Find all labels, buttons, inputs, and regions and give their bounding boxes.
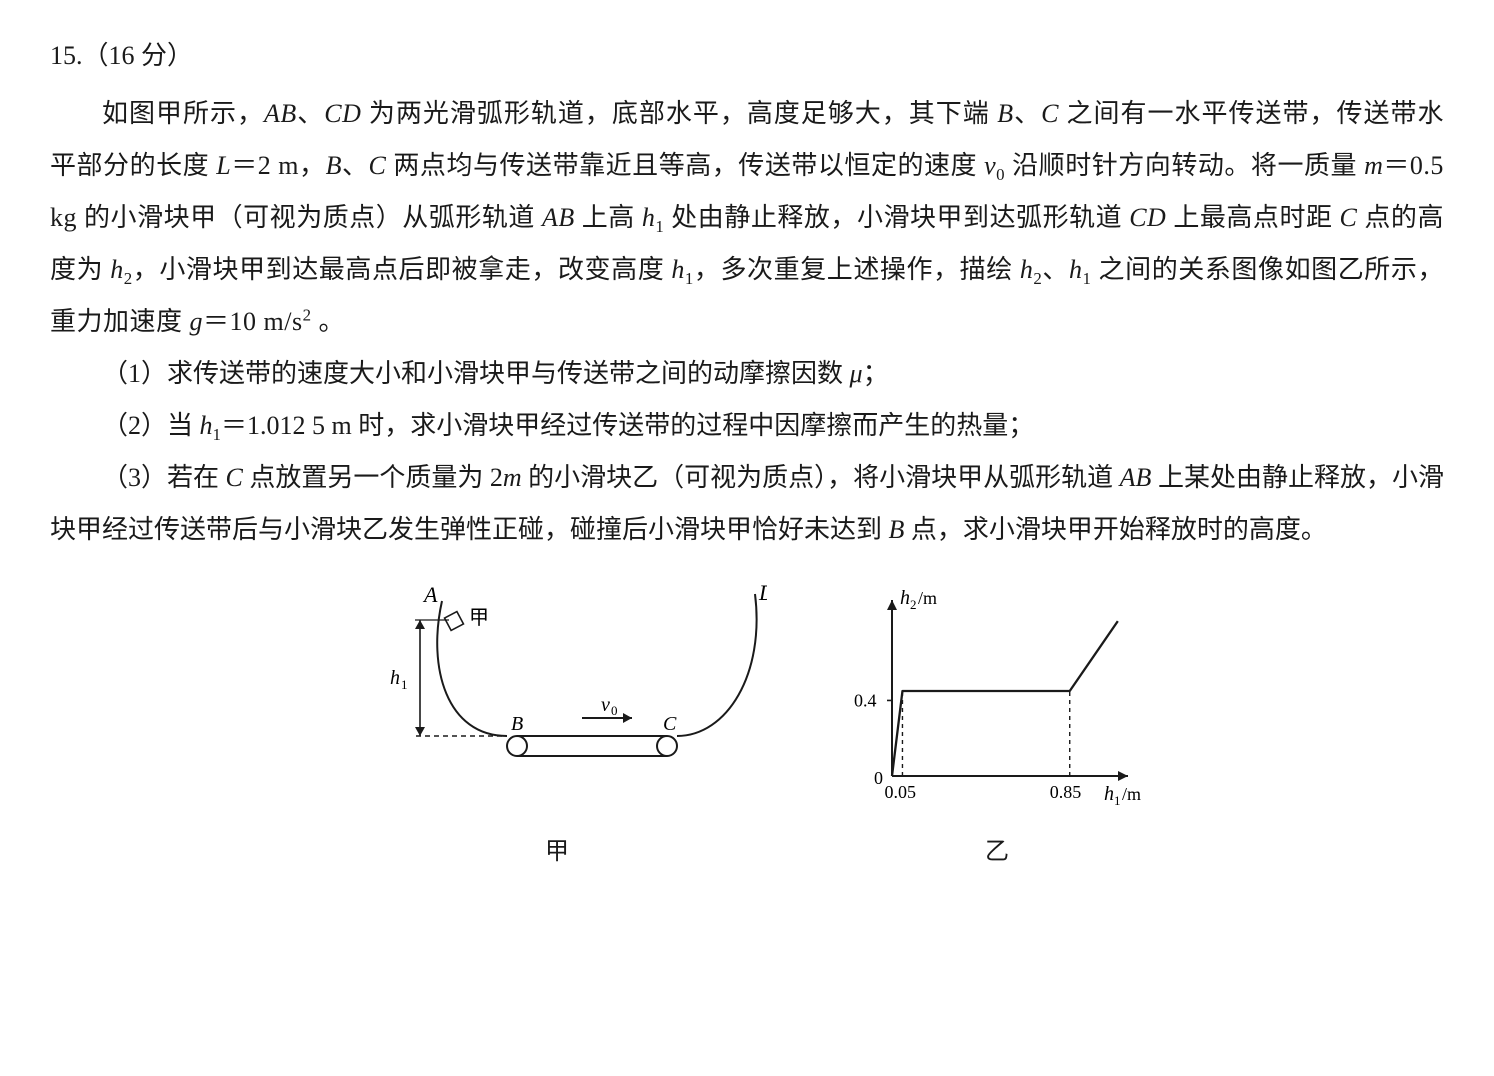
svg-text:h: h	[900, 587, 910, 609]
var-g: g	[190, 307, 204, 336]
sup: 2	[303, 305, 312, 324]
svg-text:2: 2	[910, 597, 917, 612]
var-m: m	[1364, 151, 1383, 180]
svg-text:/m: /m	[918, 588, 937, 608]
var-v0: v	[984, 151, 996, 180]
svg-text:1: 1	[401, 677, 408, 692]
sub-question-2: （2）当 h1＝1.012 5 m 时，求小滑块甲经过传送带的过程中因摩擦而产生…	[50, 400, 1444, 452]
svg-text:h: h	[390, 667, 400, 689]
text: 点，求小滑块甲开始释放时的高度。	[904, 515, 1327, 544]
var-C: C	[1041, 99, 1059, 128]
text: （1）求传送带的速度大小和小滑块甲与传送带之间的动摩擦因数	[102, 359, 850, 388]
text: （2）当	[102, 411, 200, 440]
chart-h2-vs-h1: h2/mh1/m00.40.050.85	[847, 586, 1147, 806]
svg-text:0: 0	[874, 768, 883, 788]
text: 。	[312, 307, 346, 336]
text: 的小滑块乙（可视为质点），将小滑块甲从弧形轨道	[522, 463, 1120, 492]
text: ，多次重复上述操作，描绘	[694, 255, 1020, 284]
var-B: B	[326, 151, 342, 180]
text: （3）若在	[102, 463, 226, 492]
var-C: C	[369, 151, 387, 180]
figure-yi: h2/mh1/m00.40.050.85 乙	[847, 586, 1147, 876]
text: 沿顺时针方向转动。将一质量	[1005, 151, 1364, 180]
var-m: m	[503, 463, 522, 492]
var-h1: h	[671, 255, 685, 284]
var-h2: h	[110, 255, 124, 284]
figure-label-yi: 乙	[847, 828, 1147, 876]
sub-question-3: （3）若在 C 点放置另一个质量为 2m 的小滑块乙（可视为质点），将小滑块甲从…	[50, 452, 1444, 556]
svg-text:B: B	[511, 713, 523, 735]
figure-label-jia: 甲	[347, 828, 767, 876]
text: 处由静止释放，小滑块甲到达弧形轨道	[664, 203, 1129, 232]
figure-jia: v0 甲 A D B Ch1 甲	[347, 576, 767, 876]
svg-text:甲: 甲	[469, 607, 489, 629]
var-C: C	[226, 463, 243, 492]
var-CD: CD	[1129, 203, 1166, 232]
svg-text:0.05: 0.05	[884, 782, 916, 802]
var-mu: μ	[850, 359, 863, 388]
var-h1: h	[200, 411, 213, 440]
problem-statement: 如图甲所示，AB、CD 为两光滑弧形轨道，底部水平，高度足够大，其下端 B、C …	[50, 88, 1444, 348]
text: 为两光滑弧形轨道，底部水平，高度足够大，其下端	[361, 99, 997, 128]
sub: 2	[124, 269, 133, 288]
text: 、	[1014, 99, 1042, 128]
sub: 1	[685, 269, 694, 288]
var-h1: h	[642, 203, 656, 232]
q-points: （16 分）	[83, 41, 194, 70]
sub: 0	[996, 165, 1005, 184]
svg-text:D: D	[758, 580, 767, 605]
text: 、	[342, 151, 369, 180]
var-h2: h	[1020, 255, 1034, 284]
question-header: 15.（16 分）	[50, 30, 1444, 82]
text: ＝10 m/s	[203, 307, 303, 336]
svg-text:A: A	[422, 582, 438, 607]
svg-text:v: v	[601, 694, 610, 716]
sub: 1	[213, 425, 221, 444]
text: ；	[863, 359, 889, 388]
diagram-apparatus: v0 甲 A D B Ch1	[347, 576, 767, 806]
svg-text:0.85: 0.85	[1050, 782, 1082, 802]
text: 上高	[575, 203, 642, 232]
sub-question-1: （1）求传送带的速度大小和小滑块甲与传送带之间的动摩擦因数 μ；	[50, 348, 1444, 400]
text: 如图甲所示，	[102, 99, 264, 128]
var-AB: AB	[264, 99, 297, 128]
var-C: C	[1340, 203, 1358, 232]
svg-text:/m: /m	[1122, 784, 1141, 804]
var-B: B	[889, 515, 905, 544]
q-number: 15.	[50, 41, 83, 70]
svg-text:0: 0	[611, 703, 618, 718]
text: 上最高点时距	[1166, 203, 1339, 232]
svg-text:1: 1	[1114, 793, 1121, 806]
svg-text:0.4: 0.4	[854, 690, 877, 710]
var-h1: h	[1069, 255, 1083, 284]
text: 、	[1042, 255, 1069, 284]
var-B: B	[997, 99, 1013, 128]
var-AB: AB	[542, 203, 575, 232]
text: ，小滑块甲到达最高点后即被拿走，改变高度	[133, 255, 672, 284]
svg-text:h: h	[1104, 783, 1114, 805]
var-L: L	[216, 151, 231, 180]
var-AB: AB	[1120, 463, 1152, 492]
text: 点放置另一个质量为 2	[243, 463, 503, 492]
figures-row: v0甲ADBCh1 甲 h2/mh1/m00.40.050.85 乙	[50, 576, 1444, 876]
sub: 1	[655, 217, 664, 236]
svg-text:C: C	[663, 713, 677, 735]
text: 、	[297, 99, 325, 128]
text: 两点均与传送带靠近且等高，传送带以恒定的速度	[386, 151, 984, 180]
var-CD: CD	[324, 99, 361, 128]
text: ＝2 m，	[231, 151, 325, 180]
text: ＝1.012 5 m 时，求小滑块甲经过传送带的过程中因摩擦而产生的热量；	[221, 411, 1034, 440]
